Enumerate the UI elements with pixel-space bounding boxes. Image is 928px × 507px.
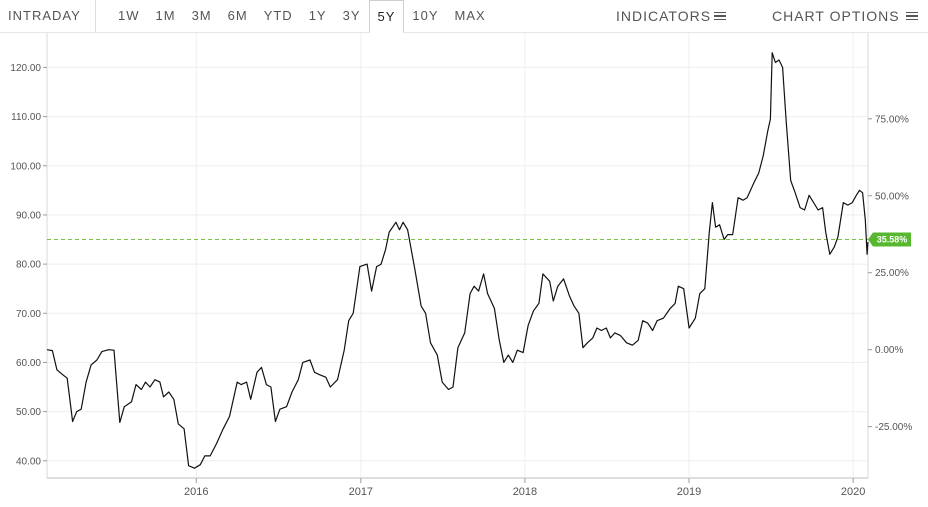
range-3y[interactable]: 3Y <box>342 8 361 23</box>
current-change-badge: 35.58% <box>868 232 911 247</box>
range-selector: 1W 1M 3M 6M YTD 1Y 3Y 5Y 10Y MAX <box>110 0 494 33</box>
y-tick-label: 50.00 <box>16 407 41 418</box>
x-tick-label: 2020 <box>841 486 865 498</box>
x-tick-label: 2019 <box>677 486 701 498</box>
y-tick-label: 90.00 <box>16 210 41 221</box>
y-right-tick-label: 25.00% <box>875 268 909 279</box>
badge-value: 35.58% <box>877 235 908 245</box>
y-tick-label: 80.00 <box>16 260 41 271</box>
badge-background <box>868 232 911 247</box>
range-1y[interactable]: 1Y <box>308 8 327 23</box>
chart-toolbar: INTRADAY 1W 1M 3M 6M YTD 1Y 3Y 5Y 10Y MA… <box>0 0 928 33</box>
y-axis-right: -25.00% 0.00% 25.00% 50.00% 75.00% <box>868 114 912 433</box>
chart-options-label: CHART OPTIONS <box>772 8 900 24</box>
x-tick-label: 2017 <box>349 486 373 498</box>
range-max[interactable]: MAX <box>454 8 486 23</box>
range-1w[interactable]: 1W <box>118 8 140 23</box>
y-tick-label: 110.00 <box>11 112 41 123</box>
range-10y[interactable]: 10Y <box>412 8 439 23</box>
y-tick-label: 60.00 <box>16 358 41 369</box>
indicators-button[interactable]: INDICATORS <box>616 0 727 32</box>
intraday-tab[interactable]: INTRADAY <box>0 0 96 32</box>
y-right-tick-label: -25.00% <box>875 422 912 433</box>
range-ytd[interactable]: YTD <box>263 8 293 23</box>
y-right-tick-label: 50.00% <box>875 191 909 202</box>
range-5y[interactable]: 5Y <box>368 0 405 33</box>
range-3m[interactable]: 3M <box>191 8 212 23</box>
y-tick-label: 120.00 <box>10 63 41 74</box>
y-tick-label: 100.00 <box>10 161 41 172</box>
price-chart[interactable]: 40.00 50.00 60.00 70.00 80.00 90.00 100.00 110.… <box>0 33 928 507</box>
y-tick-label: 40.00 <box>16 456 41 467</box>
x-axis: 2016 2017 2018 2019 2020 <box>184 478 865 498</box>
hamburger-icon <box>714 10 727 23</box>
y-tick-label: 70.00 <box>16 309 41 320</box>
x-tick-label: 2018 <box>513 486 537 498</box>
range-1m[interactable]: 1M <box>155 8 176 23</box>
series-line-group <box>46 52 869 469</box>
y-right-tick-label: 75.00% <box>875 114 909 125</box>
indicators-label: INDICATORS <box>616 8 712 24</box>
chart-grid <box>46 33 869 479</box>
price-series-line <box>46 52 869 469</box>
y-right-tick-label: 0.00% <box>875 345 903 356</box>
x-tick-label: 2016 <box>184 486 208 498</box>
hamburger-icon <box>905 10 918 23</box>
range-6m[interactable]: 6M <box>227 8 248 23</box>
chart-options-button[interactable]: CHART OPTIONS <box>772 0 918 32</box>
y-axis-left: 40.00 50.00 60.00 70.00 80.00 90.00 100.00 110.… <box>10 63 47 467</box>
